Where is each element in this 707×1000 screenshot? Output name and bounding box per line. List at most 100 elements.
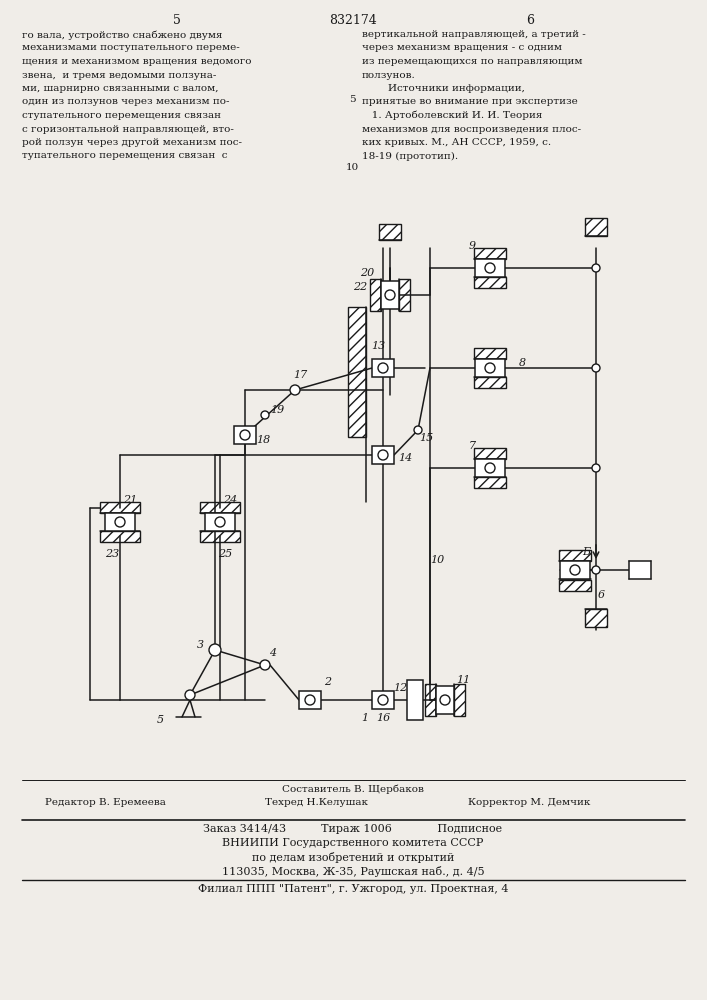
Bar (474, 477, 506, 488)
Text: 5: 5 (349, 95, 356, 104)
Text: один из ползунов через механизм по-: один из ползунов через механизм по- (22, 98, 230, 106)
Circle shape (592, 464, 600, 472)
Circle shape (485, 363, 495, 373)
Circle shape (385, 290, 395, 300)
Text: 8: 8 (518, 358, 525, 368)
Bar (474, 377, 506, 388)
Text: принятые во внимание при экспертизе: принятые во внимание при экспертизе (362, 98, 578, 106)
Bar (474, 248, 506, 259)
Bar (100, 502, 140, 513)
Circle shape (592, 264, 600, 272)
Text: ступательного перемещения связан: ступательного перемещения связан (22, 111, 221, 120)
Text: механизмами поступательного переме-: механизмами поступательного переме- (22, 43, 240, 52)
Text: 10: 10 (346, 163, 358, 172)
Bar (100, 531, 140, 542)
Bar (407, 680, 423, 720)
Bar (379, 224, 401, 240)
Bar (372, 691, 394, 709)
Text: ВНИИПИ Государственного комитета СССР: ВНИИПИ Государственного комитета СССР (222, 838, 484, 848)
Circle shape (240, 430, 250, 440)
Text: Б: Б (582, 547, 590, 557)
Text: Редактор В. Еремеева: Редактор В. Еремеева (45, 798, 166, 807)
Bar (425, 684, 436, 716)
Circle shape (485, 463, 495, 473)
Text: из перемещающихся по направляющим: из перемещающихся по направляющим (362, 57, 583, 66)
Text: 10: 10 (430, 555, 444, 565)
Text: щения и механизмом вращения ведомого: щения и механизмом вращения ведомого (22, 57, 252, 66)
Text: 22: 22 (353, 282, 367, 292)
Circle shape (261, 411, 269, 419)
Bar (205, 513, 235, 531)
Circle shape (592, 364, 600, 372)
Text: 20: 20 (360, 268, 374, 278)
Bar (200, 531, 240, 542)
Text: 6: 6 (526, 14, 534, 27)
Bar (559, 580, 591, 590)
Bar (454, 684, 465, 716)
Bar (372, 359, 394, 377)
Bar (105, 513, 135, 531)
Text: 15: 15 (419, 433, 433, 443)
Bar (474, 448, 506, 459)
Circle shape (209, 644, 221, 656)
Text: 19: 19 (270, 405, 284, 415)
Text: 3: 3 (197, 640, 204, 650)
Text: с горизонтальной направляющей, вто-: с горизонтальной направляющей, вто- (22, 124, 234, 133)
Circle shape (305, 695, 315, 705)
Circle shape (215, 517, 225, 527)
Text: 9: 9 (469, 241, 476, 251)
Circle shape (378, 450, 388, 460)
Circle shape (115, 517, 125, 527)
Text: го вала, устройство снабжено двумя: го вала, устройство снабжено двумя (22, 30, 223, 39)
Bar (370, 279, 381, 311)
Circle shape (290, 385, 300, 395)
Bar (436, 686, 454, 714)
Text: 23: 23 (105, 549, 119, 559)
Text: 12: 12 (393, 683, 407, 693)
Bar (299, 691, 321, 709)
Circle shape (378, 363, 388, 373)
Text: 2: 2 (325, 677, 332, 687)
Bar (559, 550, 591, 560)
Text: 16: 16 (376, 713, 390, 723)
Bar (585, 609, 607, 627)
Text: 14: 14 (398, 453, 412, 463)
Text: звена,  и тремя ведомыми ползуна-: звена, и тремя ведомыми ползуна- (22, 70, 216, 80)
Text: 113035, Москва, Ж-35, Раушская наб., д. 4/5: 113035, Москва, Ж-35, Раушская наб., д. … (222, 866, 484, 877)
Text: 13: 13 (371, 341, 385, 351)
Text: ких кривых. М., АН СССР, 1959, с.: ких кривых. М., АН СССР, 1959, с. (362, 138, 551, 147)
Text: Составитель В. Щербаков: Составитель В. Щербаков (282, 784, 424, 794)
Circle shape (440, 695, 450, 705)
Text: Техред Н.Келушак: Техред Н.Келушак (265, 798, 368, 807)
Bar (234, 426, 256, 444)
Bar (629, 561, 651, 579)
Bar (372, 446, 394, 464)
Text: механизмов для воспроизведения плос-: механизмов для воспроизведения плос- (362, 124, 581, 133)
Circle shape (485, 263, 495, 273)
Circle shape (570, 565, 580, 575)
Text: 18: 18 (256, 435, 270, 445)
Text: Заказ 3414/43          Тираж 1006             Подписное: Заказ 3414/43 Тираж 1006 Подписное (204, 824, 503, 834)
Bar (348, 307, 366, 437)
Bar (475, 359, 505, 377)
Bar (475, 259, 505, 277)
Text: вертикальной направляющей, а третий -: вертикальной направляющей, а третий - (362, 30, 586, 39)
Text: 5: 5 (173, 14, 181, 27)
Text: 7: 7 (469, 441, 476, 451)
Text: ми, шарнирно связанными с валом,: ми, шарнирно связанными с валом, (22, 84, 218, 93)
Circle shape (378, 695, 388, 705)
Bar (474, 277, 506, 288)
Text: 5: 5 (156, 715, 163, 725)
Text: 25: 25 (218, 549, 232, 559)
Circle shape (260, 660, 270, 670)
Text: рой ползун через другой механизм пос-: рой ползун через другой механизм пос- (22, 138, 242, 147)
Text: 1: 1 (361, 713, 368, 723)
Text: 1. Артоболевский И. И. Теория: 1. Артоболевский И. И. Теория (362, 111, 542, 120)
Text: по делам изобретений и открытий: по делам изобретений и открытий (252, 852, 454, 863)
Circle shape (414, 426, 422, 434)
Bar (200, 502, 240, 513)
Bar (560, 561, 590, 579)
Text: Источники информации,: Источники информации, (362, 84, 525, 93)
Text: 6: 6 (597, 590, 604, 600)
Bar (381, 281, 399, 309)
